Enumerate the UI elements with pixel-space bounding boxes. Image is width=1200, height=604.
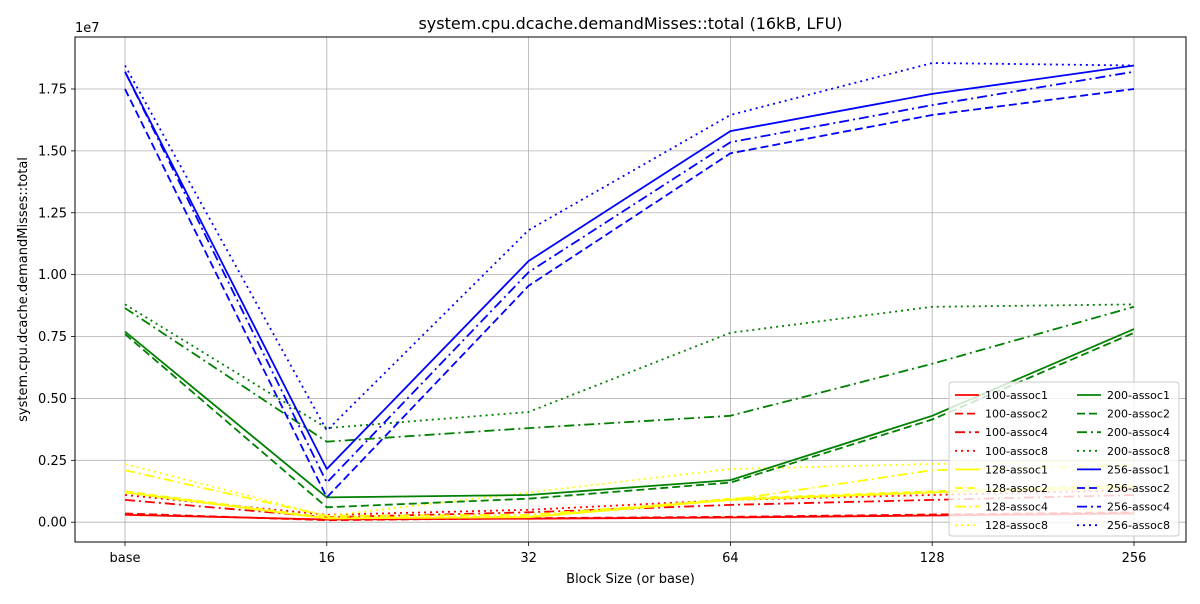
chart-title: system.cpu.dcache.demandMisses::total (1…: [418, 14, 842, 33]
x-tick-label: 256: [1122, 551, 1147, 566]
y-tick-label: 0.75: [38, 330, 67, 345]
x-tick-label: base: [110, 551, 141, 566]
y-axis-ticks: 0.00 0.25 0.50 0.75 1.00 1.25 1.50 1.75: [38, 82, 75, 531]
y-tick-label: 1.75: [38, 82, 67, 97]
series-line-256-assoc2: [124, 88, 1135, 499]
legend-label: 100-assoc4: [985, 426, 1048, 439]
legend-label: 200-assoc1: [1107, 389, 1170, 402]
legend-label: 200-assoc4: [1107, 426, 1170, 439]
legend-label: 128-assoc2: [985, 482, 1048, 495]
x-tick-label: 128: [920, 551, 945, 566]
legend-label: 256-assoc2: [1107, 482, 1170, 495]
legend-label: 128-assoc1: [985, 463, 1048, 476]
series-line-256-assoc1: [124, 64, 1135, 470]
y-tick-label: 0.50: [38, 392, 67, 407]
legend-label: 200-assoc2: [1107, 408, 1170, 421]
legend-frame: [948, 381, 1180, 537]
x-axis-ticks: base 16 32 64 128 256: [110, 542, 1147, 566]
y-tick-label: 0.25: [38, 454, 67, 469]
legend-label: 256-assoc8: [1107, 519, 1170, 532]
y-axis-label: system.cpu.dcache.demandMisses::total: [16, 157, 31, 422]
series-line-200-assoc8: [124, 303, 1135, 430]
legend-label: 128-assoc8: [985, 519, 1048, 532]
y-tick-label: 1.50: [38, 144, 67, 159]
legend-label: 100-assoc1: [985, 389, 1048, 402]
y-tick-label: 1.00: [38, 268, 67, 283]
x-tick-label: 16: [319, 551, 336, 566]
legend: 100-assoc1 100-assoc2 100-assoc4 100-assoc8…: [948, 381, 1180, 537]
legend-label: 100-assoc2: [985, 408, 1048, 421]
x-tick-label: 64: [722, 551, 739, 566]
legend-label: 256-assoc4: [1107, 501, 1170, 514]
series-line-256-assoc4: [124, 70, 1135, 484]
x-tick-label: 32: [520, 551, 537, 566]
y-tick-label: 0.00: [38, 516, 67, 531]
legend-label: 100-assoc8: [985, 445, 1048, 458]
legend-label: 256-assoc1: [1107, 463, 1170, 476]
plot-frame: [74, 36, 1187, 543]
series-line-100-assoc8: [124, 489, 1135, 516]
legend-label: 200-assoc8: [1107, 445, 1170, 458]
legend-label: 128-assoc4: [985, 501, 1048, 514]
y-axis-multiplier: 1e7: [75, 21, 100, 36]
x-axis-label: Block Size (or base): [566, 572, 695, 587]
series-line-256-assoc8: [124, 62, 1135, 432]
y-tick-label: 1.25: [38, 206, 67, 221]
series-line-200-assoc4: [124, 305, 1135, 443]
